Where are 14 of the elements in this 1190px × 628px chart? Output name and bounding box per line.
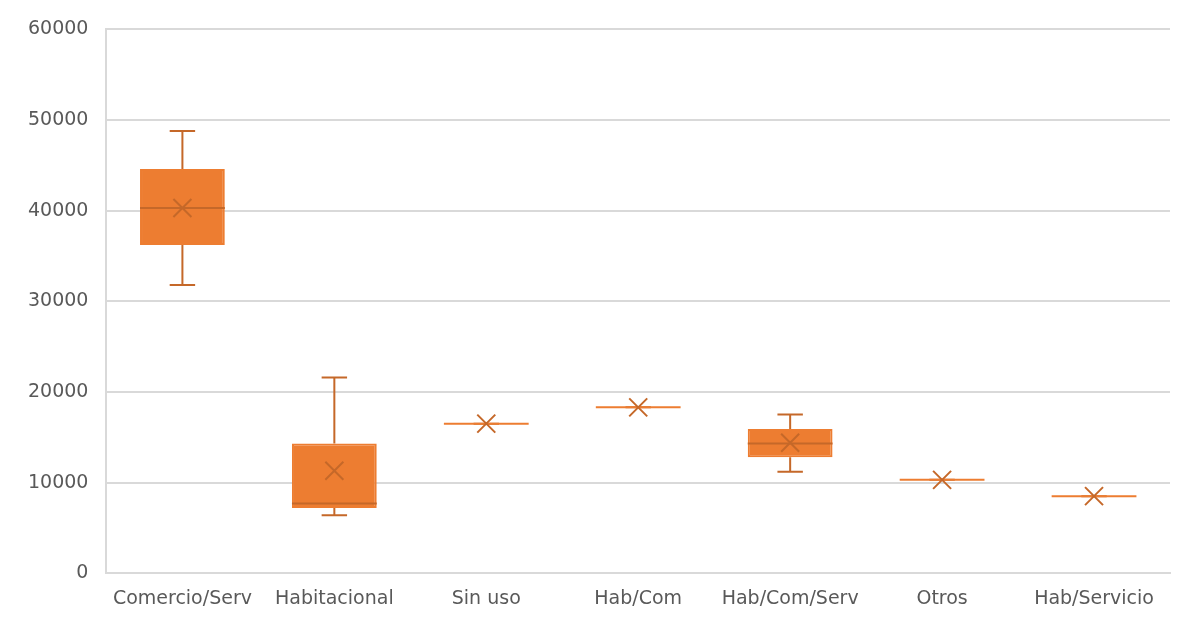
x-tick-label: Comercio/Serv bbox=[112, 585, 252, 608]
x-tick-label: Hab/Servicio bbox=[1034, 585, 1154, 608]
y-tick-label: 10000 bbox=[27, 469, 89, 492]
y-tick-label: 0 bbox=[76, 560, 89, 583]
x-tick-label: Hab/Com bbox=[594, 585, 683, 608]
y-tick-label: 60000 bbox=[27, 16, 89, 39]
x-tick-label: Otros bbox=[916, 585, 968, 608]
y-tick-label: 30000 bbox=[27, 288, 89, 311]
y-tick-label: 20000 bbox=[27, 378, 89, 401]
x-tick-label: Habitacional bbox=[275, 585, 394, 608]
x-tick-label: Sin uso bbox=[451, 585, 521, 608]
x-tick-label: Hab/Com/Serv bbox=[721, 585, 859, 608]
y-tick-label: 40000 bbox=[27, 197, 89, 220]
y-tick-label: 50000 bbox=[27, 106, 89, 129]
